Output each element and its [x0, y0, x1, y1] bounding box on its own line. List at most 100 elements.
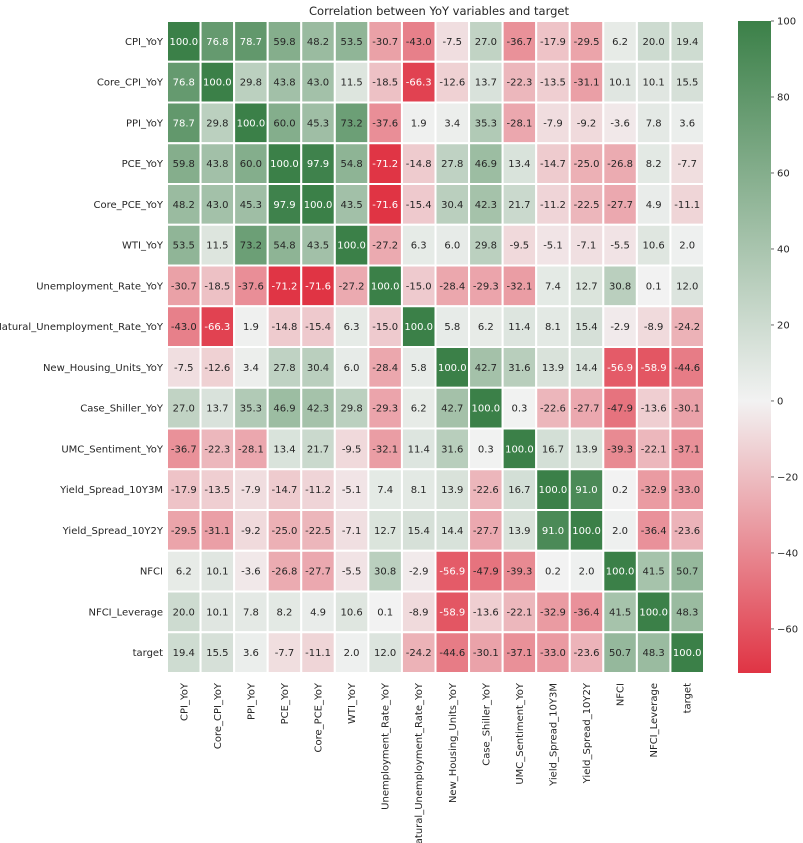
cell-value-label: 20.0: [173, 607, 195, 618]
heatmap-cell: [266, 631, 303, 674]
cell-value-label: 13.9: [542, 363, 564, 374]
cell-value-label: 7.4: [545, 281, 561, 292]
heatmap-cell: [568, 468, 605, 511]
heatmap-cell: [568, 264, 605, 308]
heatmap-cell: [333, 590, 370, 634]
cell-value-label: -9.2: [241, 526, 261, 537]
colorbar-tick-label: 80: [777, 92, 790, 103]
cell-value-label: 1.9: [243, 322, 259, 333]
cell-value-label: 48.3: [676, 607, 698, 618]
cell-value-label: 11.5: [206, 241, 228, 252]
cell-value-label: 100.0: [572, 526, 601, 537]
cell-value-label: 100.0: [639, 607, 668, 618]
heatmap-cell: [602, 427, 638, 471]
cell-value-label: -27.2: [372, 241, 398, 252]
x-tick-label: Yield_Spread_10Y3M: [548, 683, 559, 787]
cell-value-label: 6.2: [176, 567, 192, 578]
cell-value-label: 27.8: [441, 159, 463, 170]
cell-value-label: -14.7: [540, 159, 566, 170]
heatmap-cell: [568, 223, 605, 267]
cell-value-label: -13.6: [641, 404, 667, 415]
cell-value-label: 6.2: [411, 404, 427, 415]
heatmap-cell: [602, 590, 638, 634]
cell-value-label: 29.8: [240, 78, 262, 89]
cell-value-label: -37.1: [506, 648, 532, 659]
colorbar-gradient: [738, 21, 771, 673]
cell-value-label: -43.0: [406, 37, 432, 48]
cell-value-label: 6.0: [444, 241, 460, 252]
x-tick-label: Case_Shiller_YoY: [481, 682, 492, 766]
cell-value-label: -9.5: [342, 444, 362, 455]
colorbar-tick-label: −40: [777, 548, 798, 559]
cell-value-label: 6.3: [411, 241, 427, 252]
heatmap-cell: [367, 427, 403, 471]
x-tick-label: PCE_YoY: [280, 682, 291, 724]
cell-value-label: -2.9: [409, 567, 429, 578]
cell-value-label: 0.3: [511, 404, 527, 415]
cell-value-label: 5.8: [411, 363, 427, 374]
heatmap-cell: [669, 386, 705, 430]
heatmap-cell: [669, 60, 705, 104]
cell-value-label: -71.2: [272, 281, 298, 292]
cell-value-label: 43.8: [206, 159, 228, 170]
cell-value-label: -30.1: [674, 404, 700, 415]
y-axis-labels: CPI_YoY Core_CPI_YoY PPI_YoY PCE_YoY Core_PC…: [0, 37, 164, 659]
cell-value-label: -33.0: [674, 485, 700, 496]
cell-value-label: 100.0: [606, 567, 635, 578]
heatmap-cell: [367, 509, 403, 552]
heatmap-cell: [501, 509, 538, 552]
cell-value-label: -71.6: [305, 281, 331, 292]
heatmap-cell: [468, 142, 504, 185]
heatmap-cell: [367, 60, 403, 104]
cell-value-label: -32.1: [372, 444, 398, 455]
cell-value-label: 54.8: [340, 159, 362, 170]
cell-value-label: 27.0: [475, 37, 497, 48]
heatmap-cell: [400, 427, 437, 471]
heatmap-cell: [166, 20, 202, 63]
cell-value-label: -22.3: [506, 78, 532, 89]
cell-value-label: 42.3: [475, 200, 497, 211]
cell-value-label: -33.0: [540, 648, 566, 659]
cell-value-label: -5.5: [610, 241, 630, 252]
heatmap-cell: [669, 509, 705, 552]
heatmap-cell: [501, 101, 538, 145]
cell-value-label: 8.1: [411, 485, 427, 496]
cell-value-label: -47.9: [607, 404, 633, 415]
cell-value-label: -22.1: [641, 444, 667, 455]
heatmap-cell: [568, 305, 605, 348]
colorbar-tick-label: 100: [777, 17, 796, 28]
heatmap-cell: [199, 264, 236, 308]
cell-value-label: 2.0: [612, 526, 628, 537]
cell-value-label: -26.8: [607, 159, 633, 170]
cell-value-label: 5.8: [444, 322, 460, 333]
cell-value-label: 7.8: [646, 118, 662, 129]
heatmap-cell: [501, 142, 538, 185]
cell-value-label: -11.1: [674, 200, 700, 211]
heatmap-cell: [300, 223, 336, 267]
colorbar-tick-label: 60: [777, 168, 790, 179]
x-tick-label: NFCI: [616, 683, 627, 706]
cell-value-label: 42.3: [307, 404, 329, 415]
cell-value-label: -28.4: [372, 363, 398, 374]
heatmap-cell: [434, 183, 471, 226]
cell-value-label: 53.5: [340, 37, 362, 48]
cell-value-label: -56.9: [607, 363, 633, 374]
cell-value-label: 78.7: [173, 118, 195, 129]
cell-value-label: 29.8: [206, 118, 228, 129]
cell-value-label: 13.7: [475, 78, 497, 89]
y-tick-label: WTI_YoY: [122, 241, 164, 252]
cell-value-label: -13.5: [204, 485, 230, 496]
heatmap-cell: [400, 631, 437, 674]
cell-value-label: 100.0: [404, 322, 433, 333]
cell-value-label: -29.3: [372, 404, 398, 415]
x-tick-label: Core_PCE_YoY: [314, 682, 325, 752]
heatmap-cell: [635, 183, 672, 226]
heatmap-cells: 100.0 76.8 78.7 59.8 48.2 53.5 -30.7 -43.0 -7.5 2…: [166, 20, 705, 674]
cell-value-label: 45.3: [307, 118, 329, 129]
cell-value-label: -37.6: [238, 281, 264, 292]
cell-value-label: 16.7: [542, 444, 564, 455]
heatmap-cell: [233, 264, 269, 308]
cell-value-label: 60.0: [273, 118, 295, 129]
cell-value-label: 10.6: [643, 241, 665, 252]
